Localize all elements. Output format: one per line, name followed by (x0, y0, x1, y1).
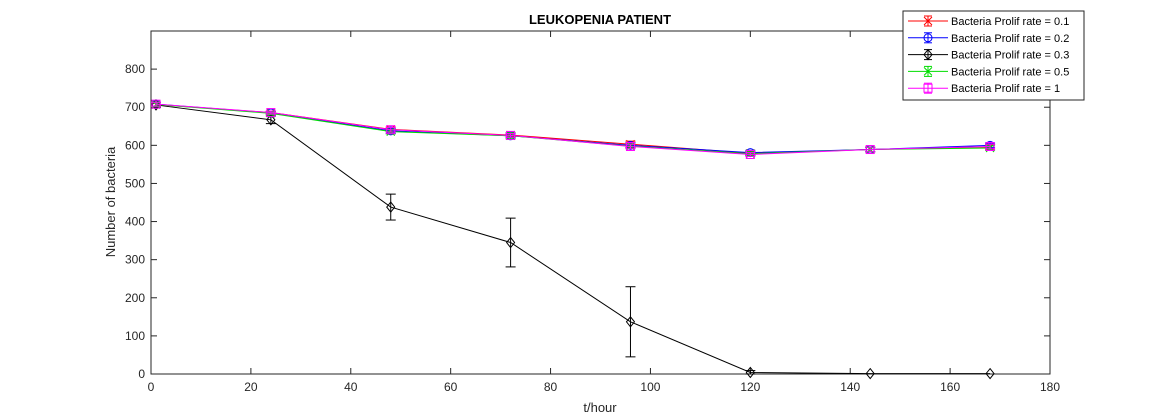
series-3 (150, 99, 995, 380)
legend-marker (923, 33, 933, 43)
legend-marker (923, 48, 933, 61)
legend-label: Bacteria Prolif rate = 0.3 (951, 50, 1069, 62)
data-point (625, 315, 636, 328)
y-tick-label: 600 (125, 138, 145, 152)
axis-ticks: 0 20 40 60 80 100 120 140 160 180 0 100 200 300 400 500… (125, 31, 1060, 394)
data-point (386, 125, 396, 135)
x-tick-label: 20 (244, 380, 258, 394)
legend-label: Bacteria Prolif rate = 0.5 (951, 66, 1069, 78)
y-axis-label: Number of bacteria (103, 146, 118, 257)
error-bar (265, 110, 276, 115)
legend-marker (923, 16, 933, 26)
y-tick-label: 500 (125, 176, 145, 190)
data-point (745, 149, 755, 159)
error-bar (505, 133, 516, 138)
series-line (155, 103, 991, 155)
data-point (865, 145, 875, 155)
error-bar (505, 217, 516, 268)
series-5 (150, 99, 996, 159)
error-bar (385, 193, 396, 221)
y-tick-label: 300 (125, 253, 145, 267)
x-tick-label: 160 (940, 380, 960, 394)
legend-item: Bacteria Prolif rate = 1 (908, 82, 1060, 95)
y-tick-label: 400 (125, 215, 145, 229)
legend-label: Bacteria Prolif rate = 0.1 (951, 16, 1069, 28)
data-point (985, 367, 995, 380)
y-tick-label: 100 (125, 329, 145, 343)
plot-area (150, 30, 1051, 375)
y-tick-label: 700 (125, 100, 145, 114)
error-bar (985, 143, 996, 150)
legend-item: Bacteria Prolif rate = 0.5 (908, 65, 1069, 78)
y-tick-label: 800 (125, 62, 145, 76)
x-tick-label: 0 (148, 380, 155, 394)
series-line (155, 104, 991, 375)
data-point (266, 108, 276, 118)
error-bar (150, 101, 161, 107)
y-tick-label: 0 (138, 367, 145, 381)
error-bar (745, 152, 756, 157)
data-point (745, 366, 755, 379)
legend-label: Bacteria Prolif rate = 0.2 (951, 33, 1069, 45)
error-bar (625, 286, 636, 358)
x-tick-label: 140 (840, 380, 860, 394)
x-axis-label: t/hour (583, 400, 617, 415)
x-tick-label: 100 (640, 380, 660, 394)
x-tick-label: 80 (544, 380, 558, 394)
data-point (386, 201, 396, 213)
legend-item: Bacteria Prolif rate = 0.1 (908, 15, 1069, 28)
data-point (151, 99, 161, 111)
error-bar (385, 126, 396, 133)
series-layer (150, 99, 996, 380)
data-point (985, 141, 995, 151)
error-bar (625, 143, 636, 150)
x-tick-label: 60 (444, 380, 458, 394)
data-point (266, 113, 276, 126)
legend-item: Bacteria Prolif rate = 0.3 (908, 48, 1069, 62)
data-point (151, 99, 161, 109)
legend-box (902, 10, 1085, 101)
chart-title: LEUKOPENIA PATIENT (529, 12, 671, 27)
error-bar (865, 146, 876, 153)
data-point (505, 236, 516, 249)
data-point (865, 367, 875, 380)
data-point (506, 130, 516, 140)
legend-item: Bacteria Prolif rate = 0.2 (908, 32, 1069, 45)
x-tick-label: 120 (740, 380, 760, 394)
x-tick-label: 180 (1040, 380, 1060, 394)
legend-marker (923, 83, 933, 93)
legend-marker (923, 67, 933, 76)
data-point (625, 141, 635, 151)
legend: Bacteria Prolif rate = 0.1 Bacteria Proli… (902, 10, 1085, 101)
legend-label: Bacteria Prolif rate = 1 (951, 83, 1060, 95)
x-tick-label: 40 (344, 380, 358, 394)
y-tick-label: 200 (125, 291, 145, 305)
